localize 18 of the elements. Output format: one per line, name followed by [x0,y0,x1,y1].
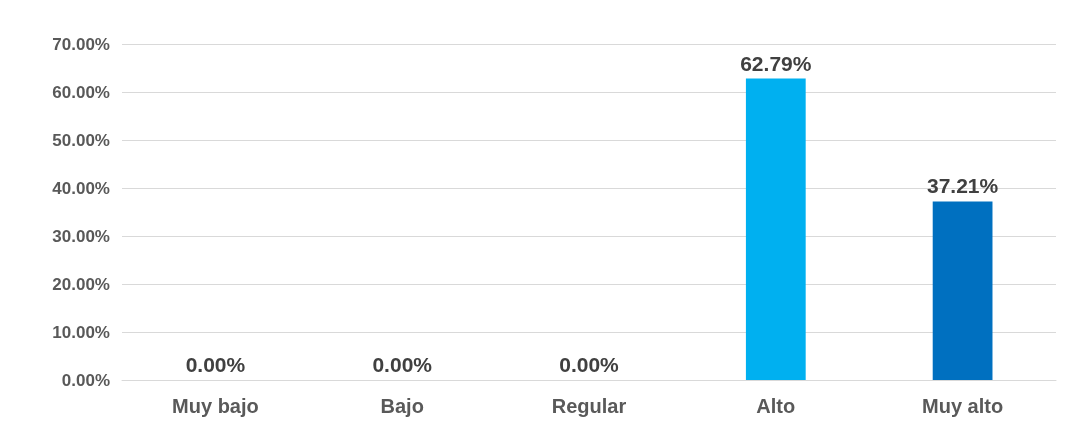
y-tick-label: 50.00% [52,130,110,150]
y-tick-label: 60.00% [52,82,110,102]
x-tick-label: Alto [756,395,796,417]
y-tick-label: 20.00% [52,274,110,294]
x-tick-label: Muy alto [922,395,1004,417]
x-tick-label: Bajo [380,395,424,417]
data-label: 0.00% [185,353,246,376]
x-tick-label: Regular [551,395,627,417]
data-label: 0.00% [559,353,620,376]
data-label: 0.00% [372,353,433,376]
data-label: 62.79% [740,51,812,75]
data-label: 37.21% [926,174,999,198]
y-tick-label: 70.00% [52,34,110,54]
y-tick-label: 40.00% [52,178,110,198]
x-tick-label: Muy bajo [172,395,259,417]
y-tick-label: 30.00% [52,226,110,246]
y-tick-label: 0.00% [61,370,110,390]
y-tick-label: 10.00% [52,322,110,342]
